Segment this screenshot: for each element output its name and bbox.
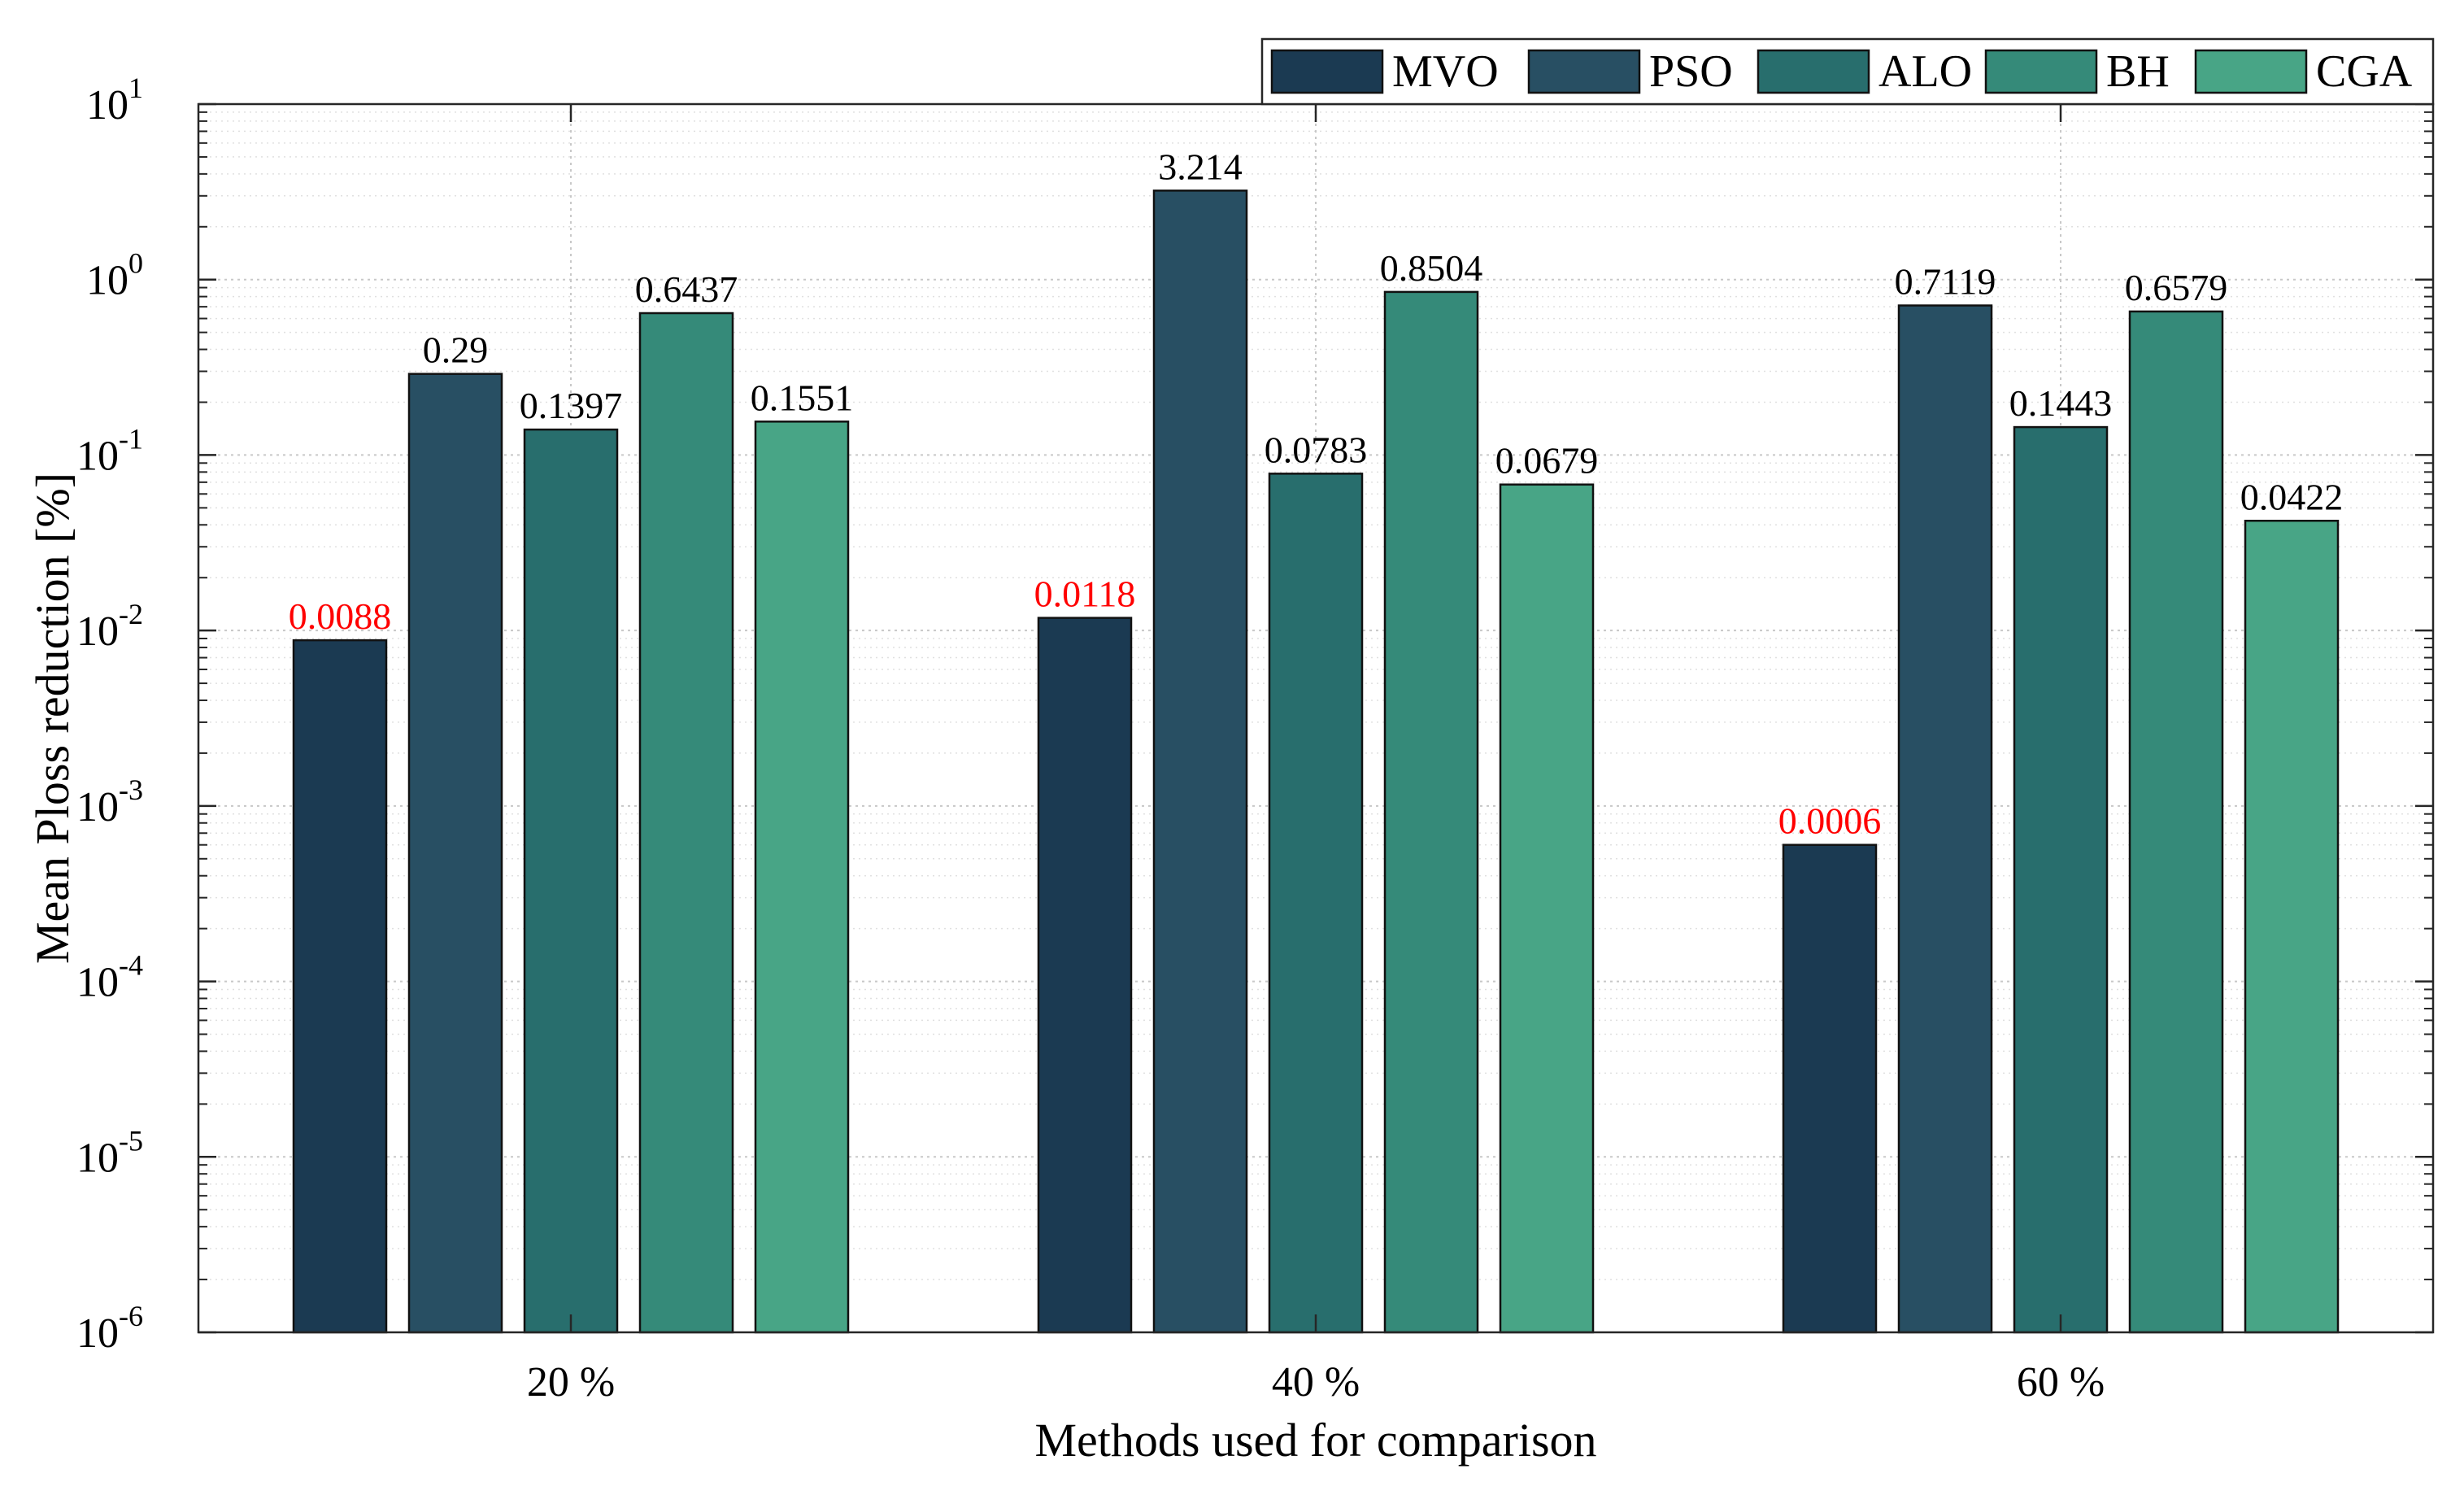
legend-label: MVO xyxy=(1392,46,1499,97)
y-tick-base: 10 xyxy=(76,960,119,1006)
y-tick-base: 10 xyxy=(86,82,128,129)
x-tick-label: 20 % xyxy=(527,1359,615,1406)
y-tick-label: 10-6 xyxy=(76,1300,143,1357)
data-label: 0.0088 xyxy=(289,595,392,637)
y-tick-label: 10-2 xyxy=(76,598,143,655)
legend-swatch-mvo xyxy=(1270,49,1384,94)
bar-bh-2 xyxy=(1383,290,1479,1334)
data-labels: 0.0088 0.0118 0.0006 0.29 3.214 0.7119 0.1397 0… xyxy=(289,146,2344,841)
data-label: 0.0422 xyxy=(2240,476,2344,517)
data-label: 0.1551 xyxy=(751,377,854,418)
legend-label: BH xyxy=(2106,46,2170,97)
data-label: 3.214 xyxy=(1158,146,1243,187)
bar-alo-3 xyxy=(2013,425,2109,1334)
bar-alo-1 xyxy=(523,428,619,1334)
y-tick-exponent: 1 xyxy=(128,72,143,104)
x-axis: 20 % 40 % 60 % xyxy=(527,104,2105,1406)
data-label: 0.29 xyxy=(423,329,489,371)
y-tick-label: 10-3 xyxy=(76,774,143,830)
y-tick-label: 101 xyxy=(86,72,143,129)
y-tick-base: 10 xyxy=(76,1310,119,1357)
data-label: 0.0118 xyxy=(1034,573,1136,615)
data-label: 0.6579 xyxy=(2125,267,2228,308)
legend-swatch-cga xyxy=(2194,49,2308,94)
y-tick-exponent: -2 xyxy=(119,598,143,630)
y-tick-base: 10 xyxy=(76,1135,119,1181)
data-label: 0.0006 xyxy=(1778,800,1882,842)
bar-pso-3 xyxy=(1897,304,1993,1334)
x-tick-label: 40 % xyxy=(1272,1359,1360,1406)
bar-mvo-1 xyxy=(292,639,388,1334)
bar-pso-1 xyxy=(407,373,503,1334)
y-tick-label: 10-5 xyxy=(76,1124,143,1181)
data-label: 0.7119 xyxy=(1895,261,1996,303)
x-axis-label: Methods used for comparison xyxy=(1034,1414,1596,1467)
legend-label: CGA xyxy=(2316,46,2413,97)
bar-mvo-3 xyxy=(1782,843,1878,1334)
data-label: 0.0783 xyxy=(1265,429,1368,470)
y-tick-exponent: -5 xyxy=(119,1124,143,1157)
y-tick-base: 10 xyxy=(76,433,119,479)
bar-cga-3 xyxy=(2244,520,2340,1334)
y-tick-label: 10-1 xyxy=(76,422,143,479)
bar-alo-2 xyxy=(1268,473,1364,1334)
legend: MVO PSO ALO BH CGA xyxy=(1260,37,2435,106)
bar-bh-3 xyxy=(2128,310,2224,1334)
y-tick-label: 100 xyxy=(86,247,143,304)
y-tick-exponent: 0 xyxy=(128,247,143,280)
y-tick-exponent: -1 xyxy=(119,422,143,455)
y-tick-base: 10 xyxy=(86,258,128,304)
legend-swatch-pso xyxy=(1527,49,1641,94)
legend-label: PSO xyxy=(1649,46,1733,97)
y-tick-exponent: -6 xyxy=(119,1300,143,1332)
data-label: 0.8504 xyxy=(1380,247,1483,289)
bars xyxy=(292,190,2340,1334)
data-label: 0.1397 xyxy=(520,385,623,426)
y-tick-exponent: -3 xyxy=(119,774,143,806)
y-tick-base: 10 xyxy=(76,784,119,830)
y-tick-exponent: -4 xyxy=(119,949,143,982)
bar-mvo-2 xyxy=(1037,617,1133,1334)
bar-cga-1 xyxy=(754,421,850,1334)
y-tick-base: 10 xyxy=(76,608,119,655)
legend-swatch-alo xyxy=(1757,49,1870,94)
bar-bh-1 xyxy=(638,312,734,1334)
data-label: 0.1443 xyxy=(2009,382,2113,424)
bar-pso-2 xyxy=(1152,190,1248,1334)
data-label: 0.0679 xyxy=(1495,440,1599,482)
legend-swatch-bh xyxy=(1984,49,2098,94)
data-label: 0.6437 xyxy=(635,268,738,310)
y-tick-label: 10-4 xyxy=(76,949,143,1006)
bar-cga-2 xyxy=(1499,483,1595,1334)
x-tick-label: 60 % xyxy=(2017,1359,2105,1406)
legend-label: ALO xyxy=(1878,46,1972,97)
y-axis-label: Mean Ploss reduction [%] xyxy=(26,473,79,964)
